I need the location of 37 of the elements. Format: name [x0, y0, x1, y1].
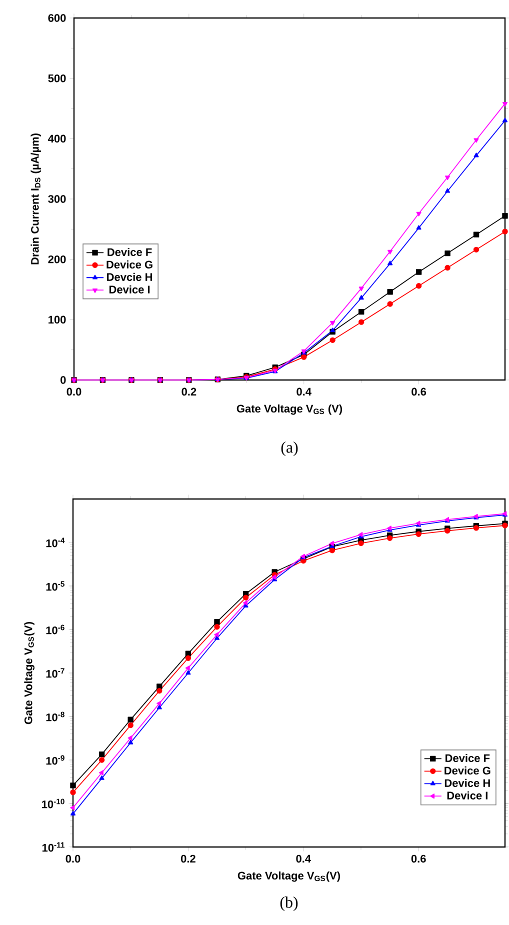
- legend-label: Device G: [444, 766, 490, 775]
- y-tick-label: 500: [48, 74, 66, 82]
- x-tick-label: 0.4: [296, 388, 312, 396]
- legend-label: Device I: [447, 791, 488, 800]
- y-tick-label: 10$^{-8}$: [46, 712, 64, 722]
- y-tick-label: 0: [60, 376, 66, 384]
- x-tick-label: 0.4: [296, 854, 311, 863]
- x-tick-label: 0.2: [182, 388, 196, 396]
- y-tick-label: 300: [48, 195, 66, 203]
- y-tick-label: 10$^{-9}$: [46, 755, 64, 765]
- x-axis-title: Gate Voltage V$_{GS}$ (V): [236, 404, 342, 415]
- y-axis-title: Drain Current I$_{DS}$ (µA/µm): [30, 134, 41, 264]
- legend-label: Device G: [106, 260, 152, 268]
- y-tick-label: 100: [48, 316, 66, 324]
- legend-label: Devcie H: [107, 272, 152, 281]
- x-tick-label: 0.6: [411, 854, 426, 863]
- legend-label: Device F: [108, 248, 152, 256]
- x-tick-label: 0.0: [66, 388, 82, 396]
- y-tick-label: 400: [48, 134, 66, 143]
- x-tick-label: 0.6: [412, 388, 426, 396]
- legend-label: Device I: [109, 285, 150, 294]
- y-tick-label: 10$^{-11}$: [42, 842, 64, 852]
- y-tick-label: 10$^{-6}$: [46, 624, 64, 634]
- x-tick-label: 0.2: [180, 854, 196, 863]
- y-axis-title: Gate Voltage V$_{GS}$(V): [24, 622, 34, 724]
- x-axis-title: Gate Voltage V$_{GS}$(V): [238, 871, 340, 882]
- y-tick-label: 10$^{-7}$: [46, 668, 64, 678]
- legend-label: Device H: [444, 778, 490, 787]
- y-tick-label: 10$^{-5}$: [46, 581, 64, 591]
- y-tick-label: 200: [48, 255, 66, 264]
- x-tick-label: 0.0: [66, 854, 80, 863]
- y-tick-label: 600: [48, 14, 66, 22]
- text: (b): [280, 896, 298, 912]
- y-tick-label: 10$^{-4}$: [46, 538, 65, 548]
- y-tick-label: 10$^{-10}$: [42, 798, 64, 808]
- legend-label: Device F: [446, 754, 490, 762]
- text: (a): [281, 442, 298, 456]
